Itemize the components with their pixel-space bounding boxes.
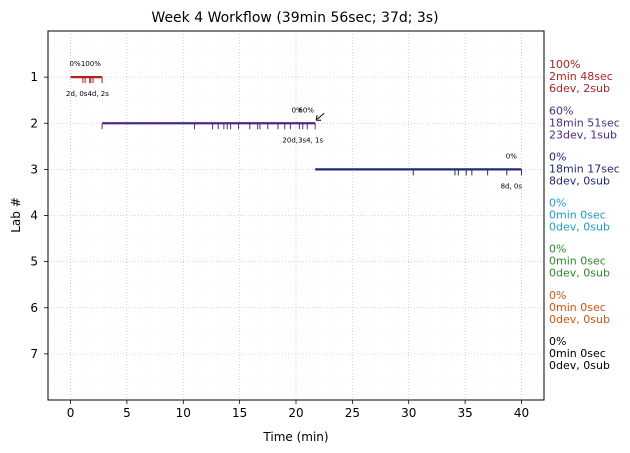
lab-3-summary-line: 0% — [549, 150, 566, 163]
lab-4-summary-line: 0% — [549, 197, 566, 210]
lab-1-summary-line: 6dev, 2sub — [549, 82, 610, 95]
lab-1-detail-label: 2d, 0s4d, 2s — [66, 90, 109, 98]
lab-6-summary-line: 0% — [549, 289, 566, 302]
y-tick-label: 4 — [30, 209, 38, 223]
y-tick-label: 7 — [30, 347, 38, 361]
lab-3-percent-label: 0% — [506, 152, 517, 160]
x-tick-label: 0 — [67, 406, 75, 420]
y-axis-title: Lab # — [9, 197, 23, 233]
lab-7-summary-line: 0% — [549, 335, 566, 348]
lab-5-summary-line: 0% — [549, 243, 566, 256]
lab-2-summary-line: 60% — [549, 104, 573, 117]
lab-4-summary-line: 0min 0sec — [549, 209, 606, 222]
lab-7-summary-line: 0dev, 0sub — [549, 359, 610, 372]
x-tick-label: 40 — [514, 406, 529, 420]
x-tick-label: 20 — [288, 406, 303, 420]
lab-5-summary-line: 0dev, 0sub — [549, 267, 610, 280]
x-tick-label: 5 — [123, 406, 131, 420]
lab-6-summary-line: 0min 0sec — [549, 301, 606, 314]
y-tick-label: 6 — [30, 301, 38, 315]
y-tick-label: 3 — [30, 162, 38, 176]
lab-1-percent-label: 100% — [81, 60, 101, 68]
arrow-annotation-head — [315, 115, 322, 121]
lab-2-detail-label: 20d,3s4, 1s — [282, 136, 323, 144]
lab-3-summary-line: 18min 17sec — [549, 162, 620, 175]
lab-2-percent-label: 60% — [298, 106, 314, 114]
lab-3-summary-line: 8dev, 0sub — [549, 174, 610, 187]
x-tick-label: 30 — [401, 406, 416, 420]
lab-2-summary-line: 18min 51sec — [549, 116, 620, 129]
x-tick-label: 10 — [176, 406, 191, 420]
y-tick-label: 2 — [30, 116, 38, 130]
lab-1-summary-line: 2min 48sec — [549, 70, 613, 83]
x-tick-label: 15 — [232, 406, 247, 420]
lab-4-summary-line: 0dev, 0sub — [549, 221, 610, 234]
x-tick-label: 25 — [345, 406, 360, 420]
lab-5-summary-line: 0min 0sec — [549, 255, 606, 268]
y-tick-label: 5 — [30, 255, 38, 269]
lab-1-percent-label: 0% — [69, 60, 80, 68]
x-tick-label: 35 — [457, 406, 472, 420]
lab-1-summary-line: 100% — [549, 58, 580, 71]
lab-3-detail-label: 8d, 0s — [501, 182, 523, 190]
lab-2-percent-label: 0% — [292, 106, 303, 114]
y-tick-label: 1 — [30, 70, 38, 84]
plot-frame — [47, 30, 545, 401]
arrow-annotation-shaft — [316, 112, 325, 120]
x-axis-title: Time (min) — [262, 430, 328, 444]
lab-6-summary-line: 0dev, 0sub — [549, 313, 610, 326]
lab-2-summary-line: 23dev, 1sub — [549, 128, 617, 141]
chart-title: Week 4 Workflow (39min 56sec; 37d; 3s) — [151, 10, 438, 26]
lab-7-summary-line: 0min 0sec — [549, 347, 606, 360]
